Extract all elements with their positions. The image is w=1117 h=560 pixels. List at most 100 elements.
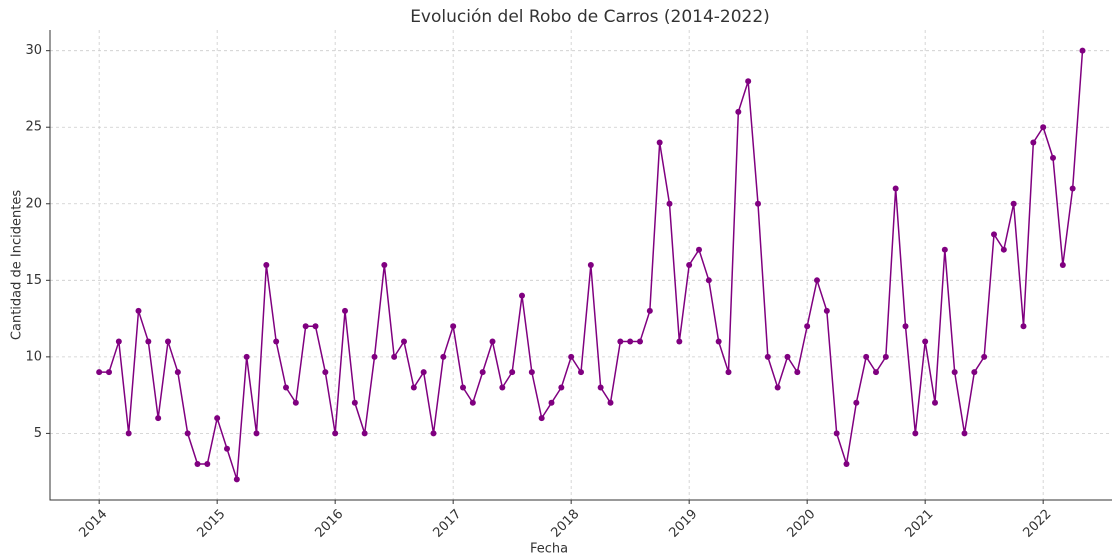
y-tick-label: 15 xyxy=(25,273,42,288)
point xyxy=(607,399,614,406)
chart-title: Evolución del Robo de Carros (2014-2022) xyxy=(410,7,770,27)
point xyxy=(1000,246,1007,253)
point xyxy=(568,353,575,360)
point xyxy=(656,139,663,146)
point xyxy=(528,369,535,376)
point xyxy=(646,307,653,314)
point xyxy=(833,430,840,437)
point xyxy=(873,369,879,376)
point xyxy=(843,461,850,468)
point xyxy=(322,369,329,376)
point xyxy=(558,384,565,391)
axes xyxy=(49,30,1112,501)
y-tick-label: 10 xyxy=(25,349,42,364)
point xyxy=(863,353,870,360)
point xyxy=(106,369,112,376)
point xyxy=(617,338,624,345)
x-axis-label: Fecha xyxy=(530,542,568,557)
point xyxy=(735,108,742,115)
point xyxy=(243,353,250,360)
point xyxy=(332,430,339,437)
point xyxy=(214,415,221,422)
point xyxy=(892,185,899,192)
point xyxy=(715,338,722,345)
x-tick-label: 2022 xyxy=(1020,507,1054,541)
point xyxy=(725,369,732,376)
point xyxy=(1050,154,1056,161)
point xyxy=(1059,262,1066,268)
point xyxy=(705,277,712,284)
point xyxy=(401,338,407,345)
point xyxy=(224,445,230,452)
point xyxy=(1010,200,1017,207)
point xyxy=(686,262,693,268)
point xyxy=(951,369,958,376)
point xyxy=(794,369,801,376)
point xyxy=(253,430,260,437)
point xyxy=(233,476,240,483)
point xyxy=(961,430,968,437)
point xyxy=(302,323,309,330)
point xyxy=(519,292,525,299)
point xyxy=(430,430,437,437)
point xyxy=(1030,139,1037,146)
point xyxy=(991,231,997,238)
point xyxy=(165,338,171,345)
y-tick-label: 25 xyxy=(25,120,42,135)
point xyxy=(194,461,201,468)
point xyxy=(941,246,948,253)
point xyxy=(922,338,929,345)
point xyxy=(578,369,584,376)
point xyxy=(548,399,555,406)
point xyxy=(764,353,771,360)
point xyxy=(882,353,889,360)
point xyxy=(489,338,496,345)
point xyxy=(371,353,378,360)
point xyxy=(587,262,594,268)
point xyxy=(115,338,122,345)
point xyxy=(538,415,545,422)
point xyxy=(479,369,486,376)
point xyxy=(804,323,811,330)
point xyxy=(135,307,142,314)
point xyxy=(814,277,820,284)
point xyxy=(174,369,181,376)
x-tick-label: 2015 xyxy=(194,507,228,541)
point xyxy=(1079,47,1086,54)
point xyxy=(381,262,388,268)
point xyxy=(745,78,752,85)
point xyxy=(1069,185,1076,192)
point xyxy=(784,353,791,360)
point xyxy=(932,399,938,406)
point xyxy=(912,430,919,437)
point xyxy=(312,323,319,330)
point xyxy=(125,430,132,437)
point xyxy=(774,384,781,391)
point xyxy=(902,323,909,330)
point xyxy=(853,399,860,406)
point xyxy=(1040,124,1047,131)
point xyxy=(96,369,103,376)
point xyxy=(509,369,516,376)
point xyxy=(273,338,280,345)
point xyxy=(627,338,634,345)
point xyxy=(823,307,830,314)
point xyxy=(450,323,457,330)
point xyxy=(499,384,506,391)
point xyxy=(666,200,673,207)
point xyxy=(361,430,368,437)
point xyxy=(420,369,427,376)
point xyxy=(637,338,643,345)
point xyxy=(342,307,348,314)
y-tick-label: 5 xyxy=(34,426,42,441)
x-tick-label: 2014 xyxy=(76,507,110,541)
x-tick-label: 2016 xyxy=(312,507,346,541)
x-tick-label: 2020 xyxy=(784,507,818,541)
point xyxy=(145,338,152,345)
x-tick-label: 2017 xyxy=(430,507,464,541)
point xyxy=(440,353,447,360)
point xyxy=(410,384,417,391)
point xyxy=(283,384,289,391)
point xyxy=(155,415,162,422)
